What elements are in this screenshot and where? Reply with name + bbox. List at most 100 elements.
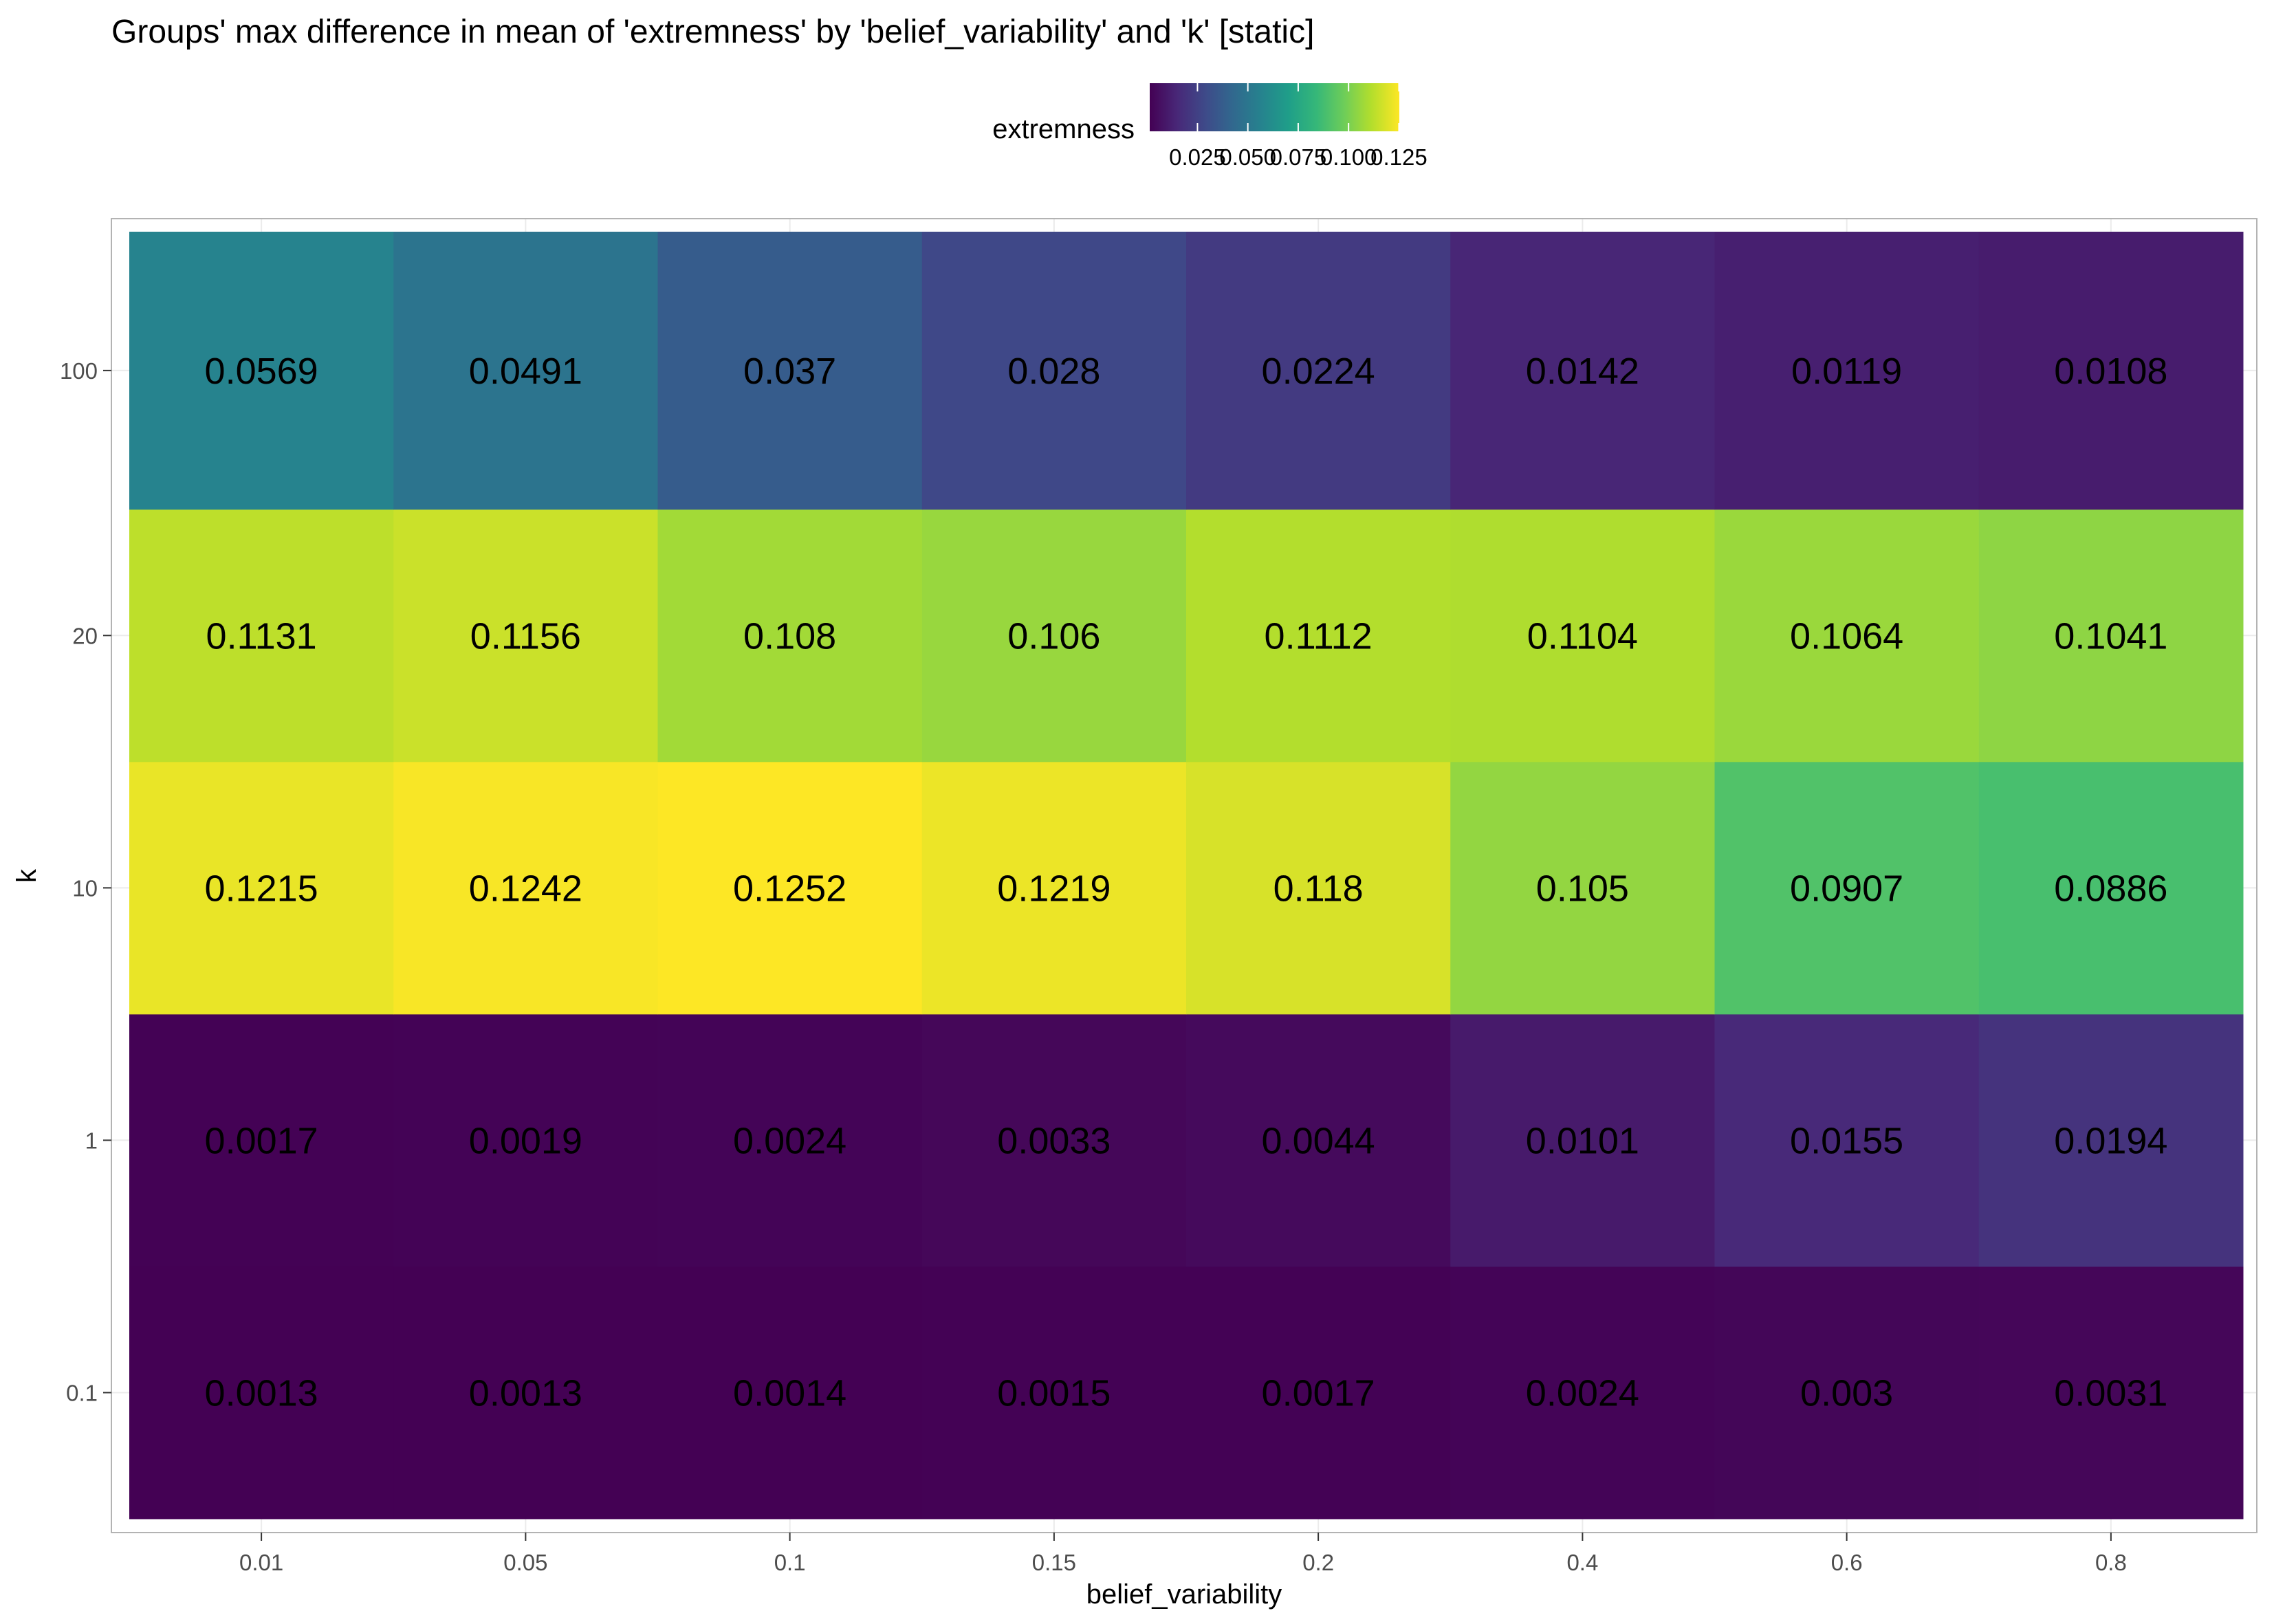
x-axis-ticks: 0.01 0.05 0.1 0.15 0.2 0.4 0.6 0.8 xyxy=(239,1533,2127,1575)
heatmap-cell xyxy=(1978,232,2244,510)
legend-tick-label: 0.025 xyxy=(1169,144,1226,170)
heatmap-cell xyxy=(393,1266,658,1519)
cell-value-label: 0.1131 xyxy=(206,615,317,657)
cell-value-label: 0.0907 xyxy=(1790,868,1903,909)
x-tick-label: 0.4 xyxy=(1566,1550,1598,1575)
heatmap-cell xyxy=(129,509,394,762)
x-tick-label: 0.05 xyxy=(503,1550,547,1575)
heatmap-cell xyxy=(921,509,1187,762)
y-axis-label: k xyxy=(12,868,42,883)
x-tick-label: 0.1 xyxy=(774,1550,806,1575)
cell-value-label: 0.1219 xyxy=(997,868,1111,909)
cell-value-label: 0.1104 xyxy=(1527,615,1638,657)
cell-value-label: 0.0886 xyxy=(2054,868,2167,909)
y-tick-label: 0.1 xyxy=(66,1380,98,1405)
cell-value-label: 0.0101 xyxy=(1526,1120,1639,1161)
heatmap-cell xyxy=(921,1266,1187,1519)
legend-tick-label: 0.050 xyxy=(1219,144,1276,170)
heatmap-cell xyxy=(1450,509,1715,762)
cell-value-label: 0.0017 xyxy=(1262,1372,1375,1414)
x-tick-label: 0.6 xyxy=(1831,1550,1863,1575)
cell-value-label: 0.003 xyxy=(1800,1372,1893,1414)
cell-value-label: 0.1215 xyxy=(205,868,318,909)
heatmap-cell xyxy=(1186,1013,1451,1267)
heatmap-cell xyxy=(921,1013,1187,1267)
cell-value-label: 0.0024 xyxy=(1526,1372,1639,1414)
legend-color-bar xyxy=(1150,83,1399,131)
heatmap-cell xyxy=(129,1266,394,1519)
heatmap-cell xyxy=(1714,232,1980,510)
heatmap-cell xyxy=(1714,1266,1980,1519)
heatmap-cell xyxy=(1450,1013,1715,1267)
cell-value-label: 0.0155 xyxy=(1790,1120,1903,1161)
heatmap-cell xyxy=(1978,761,2244,1015)
cell-value-label: 0.0142 xyxy=(1526,351,1639,392)
cell-value-label: 0.1041 xyxy=(2054,615,2167,657)
cell-value-label: 0.1064 xyxy=(1790,615,1903,657)
y-tick-label: 100 xyxy=(60,358,98,384)
cell-value-label: 0.0108 xyxy=(2054,351,2167,392)
cell-value-label: 0.0017 xyxy=(205,1120,318,1161)
cell-value-label: 0.037 xyxy=(743,351,836,392)
heatmap-cell xyxy=(1186,509,1451,762)
cell-value-label: 0.0014 xyxy=(733,1372,846,1414)
heatmap-cell xyxy=(1186,1266,1451,1519)
cell-value-label: 0.0044 xyxy=(1262,1120,1375,1161)
heatmap-cell xyxy=(1978,1013,2244,1267)
cell-value-label: 0.0569 xyxy=(205,351,318,392)
chart-title: Groups' max difference in mean of 'extre… xyxy=(111,14,1314,50)
x-tick-label: 0.01 xyxy=(239,1550,283,1575)
heatmap-cell xyxy=(657,761,923,1015)
heatmap-cell xyxy=(129,761,394,1015)
heatmap-cell xyxy=(129,232,394,510)
cell-value-label: 0.0033 xyxy=(997,1120,1111,1161)
cell-value-label: 0.0013 xyxy=(205,1372,318,1414)
cell-value-label: 0.108 xyxy=(743,615,836,657)
heatmap-cell xyxy=(1186,761,1451,1015)
cell-value-label: 0.0119 xyxy=(1791,351,1902,392)
cell-value-label: 0.118 xyxy=(1273,868,1364,909)
heatmap-cell xyxy=(657,1266,923,1519)
x-tick-label: 0.2 xyxy=(1302,1550,1334,1575)
heatmap-cell xyxy=(921,761,1187,1015)
x-tick-label: 0.8 xyxy=(2095,1550,2127,1575)
x-tick-label: 0.15 xyxy=(1032,1550,1076,1575)
heatmap-cell xyxy=(1450,761,1715,1015)
y-axis-ticks: 0.1 1 10 20 100 xyxy=(60,358,111,1405)
x-axis-label: belief_variability xyxy=(1086,1579,1282,1610)
cell-value-label: 0.0024 xyxy=(733,1120,846,1161)
heatmap-cell xyxy=(393,761,658,1015)
plot-panel: 0.0013 0.0013 0.0014 0.0015 0.0017 0.0024 0.00… xyxy=(111,218,2257,1533)
heatmap-cell xyxy=(393,232,658,510)
heatmap-cell xyxy=(1978,509,2244,762)
heatmap-cell xyxy=(1450,232,1715,510)
cell-value-label: 0.0019 xyxy=(469,1120,582,1161)
cell-value-label: 0.105 xyxy=(1536,868,1629,909)
heatmap-cell xyxy=(129,1013,394,1267)
legend-title: extremness xyxy=(992,114,1135,144)
y-tick-label: 10 xyxy=(72,875,98,901)
cell-value-label: 0.1252 xyxy=(733,868,846,909)
heatmap-cell xyxy=(657,1013,923,1267)
heatmap-cell xyxy=(1450,1266,1715,1519)
cell-value-label: 0.1112 xyxy=(1265,615,1373,657)
cell-value-label: 0.0015 xyxy=(997,1372,1111,1414)
heatmap-cell xyxy=(393,1013,658,1267)
heatmap-cell xyxy=(1978,1266,2244,1519)
cell-value-label: 0.0224 xyxy=(1262,351,1375,392)
legend-tick-label: 0.100 xyxy=(1320,144,1377,170)
legend-tick-label: 0.075 xyxy=(1270,144,1327,170)
cell-value-label: 0.0031 xyxy=(2054,1372,2167,1414)
heatmap-cell xyxy=(657,509,923,762)
heatmap-cell xyxy=(1714,761,1980,1015)
heatmap-cell xyxy=(393,509,658,762)
y-tick-label: 20 xyxy=(72,623,98,648)
cell-value-label: 0.1156 xyxy=(470,615,581,657)
legend-tick-label: 0.125 xyxy=(1370,144,1428,170)
cell-value-label: 0.0491 xyxy=(469,351,582,392)
cell-value-label: 0.028 xyxy=(1007,351,1100,392)
heatmap-cell xyxy=(921,232,1187,510)
cell-value-label: 0.106 xyxy=(1007,615,1100,657)
